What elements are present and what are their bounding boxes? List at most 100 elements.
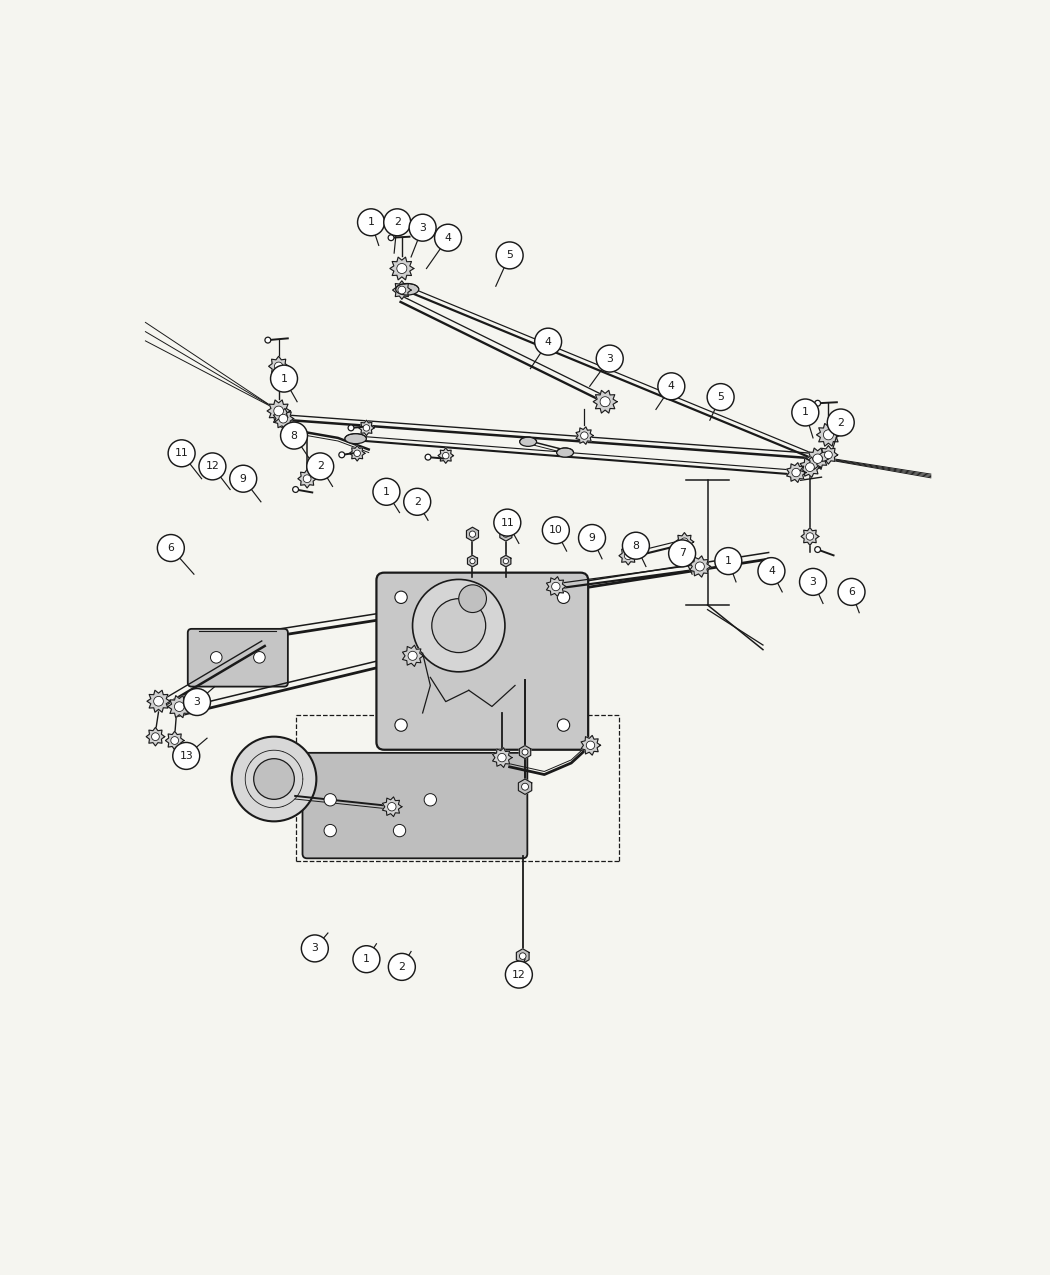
Text: 1: 1 [802,408,808,417]
Circle shape [324,793,336,806]
Text: 3: 3 [606,353,613,363]
Polygon shape [675,533,694,551]
Polygon shape [618,547,637,565]
Circle shape [497,242,523,269]
FancyBboxPatch shape [302,752,527,858]
Text: 2: 2 [837,417,844,427]
Circle shape [230,465,256,492]
Circle shape [601,397,610,407]
Text: 3: 3 [810,576,817,587]
Polygon shape [146,728,165,746]
Text: 6: 6 [167,543,174,553]
Circle shape [293,487,298,492]
Circle shape [824,451,833,459]
Circle shape [424,793,437,806]
Circle shape [158,534,185,561]
Polygon shape [350,445,365,462]
Polygon shape [382,797,402,816]
Text: 11: 11 [174,449,189,458]
Polygon shape [519,779,531,794]
Polygon shape [273,408,294,428]
Circle shape [806,533,814,541]
Circle shape [579,524,606,552]
Text: 7: 7 [678,548,686,558]
Circle shape [522,783,528,790]
Polygon shape [298,469,316,488]
Polygon shape [581,736,601,755]
Polygon shape [546,576,566,597]
Text: 5: 5 [506,250,513,260]
Circle shape [707,384,734,411]
Circle shape [827,409,855,436]
Circle shape [425,454,430,460]
Circle shape [669,539,695,567]
Circle shape [503,530,509,537]
Circle shape [395,719,407,732]
Polygon shape [806,448,828,469]
Text: 4: 4 [444,233,452,242]
Polygon shape [593,390,617,413]
Circle shape [171,737,178,745]
Text: 5: 5 [717,393,724,402]
Text: 12: 12 [206,462,219,472]
Text: 11: 11 [501,518,514,528]
Ellipse shape [396,283,419,295]
Text: 13: 13 [180,751,193,761]
Circle shape [324,825,336,836]
Polygon shape [467,556,478,567]
Polygon shape [500,528,511,541]
Circle shape [805,463,815,472]
Circle shape [543,516,569,543]
Circle shape [469,530,476,537]
Text: 1: 1 [363,954,370,964]
Circle shape [358,209,384,236]
Text: 4: 4 [768,566,775,576]
Circle shape [274,407,284,416]
Text: 3: 3 [193,697,201,708]
Text: 4: 4 [545,337,551,347]
Polygon shape [393,280,412,300]
Circle shape [758,557,785,584]
Polygon shape [492,747,512,768]
Text: 1: 1 [724,556,732,566]
Circle shape [520,952,526,959]
Circle shape [813,454,822,463]
Circle shape [363,425,370,431]
Text: 2: 2 [398,961,405,972]
Circle shape [388,954,416,980]
Circle shape [625,552,632,560]
Circle shape [695,562,705,571]
Circle shape [168,440,195,467]
FancyBboxPatch shape [188,629,288,687]
Circle shape [232,737,316,821]
Circle shape [410,214,436,241]
Text: 2: 2 [394,217,401,227]
Circle shape [303,474,311,483]
Text: 1: 1 [383,487,390,497]
Polygon shape [800,456,820,477]
Circle shape [153,696,164,706]
Circle shape [470,558,475,564]
Circle shape [265,337,271,343]
Polygon shape [520,746,530,759]
Circle shape [339,451,344,458]
Circle shape [353,946,380,973]
Polygon shape [690,556,711,578]
Polygon shape [390,258,414,279]
Circle shape [397,264,406,274]
Text: 8: 8 [632,541,639,551]
Circle shape [210,652,222,663]
Text: 4: 4 [668,381,675,391]
Polygon shape [466,528,479,541]
Circle shape [505,961,532,988]
Text: 10: 10 [549,525,563,536]
Circle shape [503,558,508,564]
Text: 1: 1 [368,217,375,227]
Text: 6: 6 [848,586,855,597]
Circle shape [388,235,394,241]
Polygon shape [817,423,840,446]
Circle shape [404,488,430,515]
Circle shape [174,701,184,711]
Circle shape [792,468,800,477]
Text: 3: 3 [312,944,318,954]
